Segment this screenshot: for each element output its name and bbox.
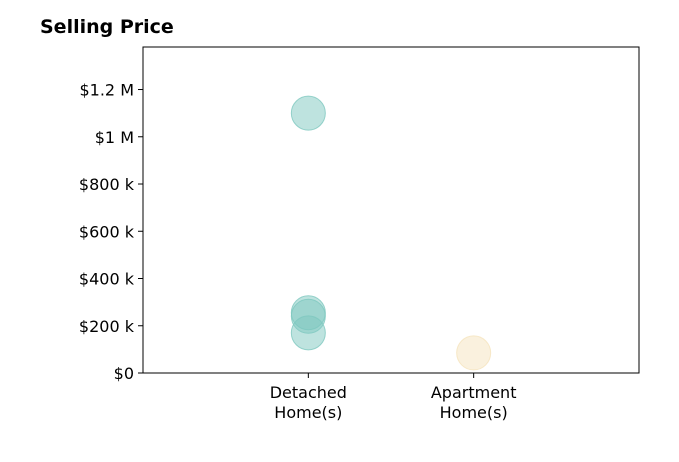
y-tick-label: $0 xyxy=(114,364,134,383)
chart-title: Selling Price xyxy=(40,16,174,38)
x-tick-label: Apartment Home(s) xyxy=(431,383,517,422)
data-point xyxy=(290,95,326,131)
y-tick-label: $600 k xyxy=(79,222,135,241)
data-points xyxy=(290,95,492,371)
y-tick-label: $1.2 M xyxy=(79,81,134,100)
y-tick-label: $200 k xyxy=(79,317,135,336)
y-axis: $0 $200 k $400 k $600 k $800 k $1 M $1.2 M xyxy=(79,81,143,383)
data-point xyxy=(456,335,492,371)
y-tick-label: $1 M xyxy=(95,128,134,147)
y-tick-label: $800 k xyxy=(79,175,135,194)
y-tick-label: $400 k xyxy=(79,270,135,289)
x-tick-label: Detached Home(s) xyxy=(270,383,347,422)
plot-frame xyxy=(142,46,640,374)
x-axis: Detached Home(s) Apartment Home(s) xyxy=(270,373,517,422)
data-point xyxy=(290,315,326,351)
